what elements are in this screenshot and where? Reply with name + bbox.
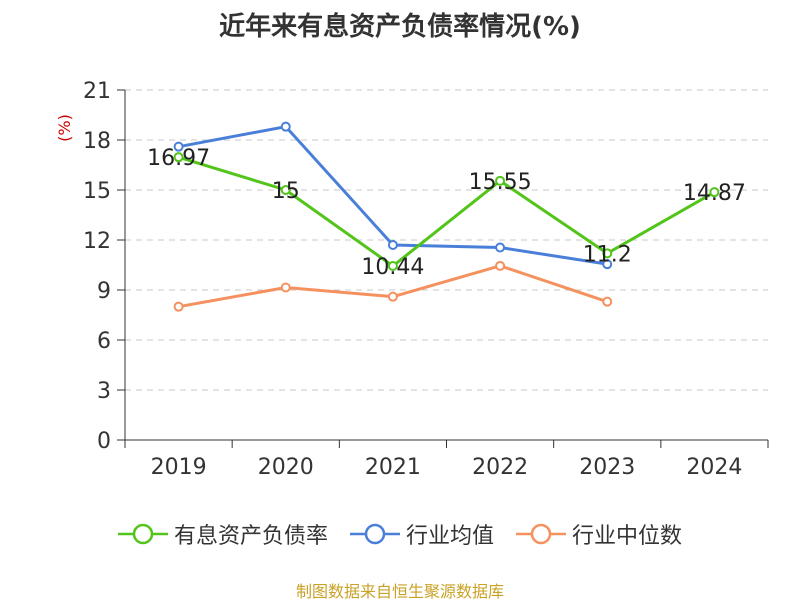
legend-item-series-1[interactable]: 行业均值 [349, 518, 494, 550]
legend: 有息资产负债率 行业均值 行业中位数 [0, 518, 800, 550]
y-tick-label: 9 [97, 279, 111, 304]
data-point[interactable] [602, 259, 613, 270]
data-point[interactable] [280, 185, 291, 195]
x-tick-label: 2024 [686, 455, 742, 480]
chart-title: 近年来有息资产负债率情况(%) [219, 12, 581, 42]
data-label: 14.87 [683, 181, 746, 206]
data-point[interactable] [495, 242, 506, 253]
data-point[interactable] [173, 301, 184, 312]
x-tick-label: 2020 [258, 455, 314, 480]
data-point[interactable] [495, 260, 506, 271]
data-point[interactable] [387, 261, 398, 271]
data-point[interactable] [280, 282, 291, 293]
data-point[interactable] [602, 296, 613, 307]
series-line-0 [178, 155, 716, 268]
legend-line-icon [117, 523, 168, 545]
x-tick-label: 2023 [579, 455, 635, 480]
x-tick-label: 2022 [472, 455, 528, 480]
axes: 0 3 6 9 12 15 18 21 2019 2020 2021 2022 2023 2024 [83, 79, 769, 480]
legend-label: 有息资产负债率 [173, 524, 328, 549]
data-label: 16.97 [147, 146, 210, 171]
legend-label: 行业均值 [405, 524, 494, 549]
legend-item-series-2[interactable]: 行业中位数 [516, 518, 682, 550]
y-tick-label: 6 [97, 329, 111, 354]
series-lines [173, 121, 720, 312]
data-point[interactable] [173, 141, 184, 152]
data-label: 15 [272, 179, 300, 204]
data-point[interactable] [387, 291, 398, 302]
legend-line-icon [516, 523, 566, 545]
data-point[interactable] [173, 152, 184, 163]
legend-label: 行业中位数 [572, 524, 683, 549]
y-tick-label: 18 [83, 129, 111, 154]
data-point[interactable] [495, 175, 506, 186]
x-tick-label: 2019 [151, 455, 207, 480]
legend-item-series-0[interactable]: 有息资产负债率 [117, 518, 328, 550]
y-tick-label: 21 [83, 79, 111, 104]
data-point[interactable] [280, 121, 291, 132]
data-label: 15.55 [469, 170, 532, 195]
legend-line-icon [349, 523, 400, 545]
data-label: 11.2 [583, 242, 632, 267]
data-point[interactable] [387, 240, 398, 250]
source-note: 制图数据来自恒生聚源数据库 [295, 582, 504, 601]
data-label: 10.44 [361, 255, 424, 280]
grid-lines [125, 89, 768, 391]
data-point[interactable] [602, 248, 613, 259]
y-tick-label: 0 [97, 429, 111, 454]
y-tick-label: 3 [97, 379, 111, 404]
x-tick-label: 2021 [365, 455, 421, 480]
y-tick-label: 12 [83, 229, 111, 254]
y-axis-label: (%) [55, 114, 74, 142]
data-point[interactable] [709, 187, 720, 198]
data-labels: 16.97 15 10.44 15.55 11.2 14.87 [147, 146, 746, 280]
y-tick-label: 15 [83, 179, 111, 204]
